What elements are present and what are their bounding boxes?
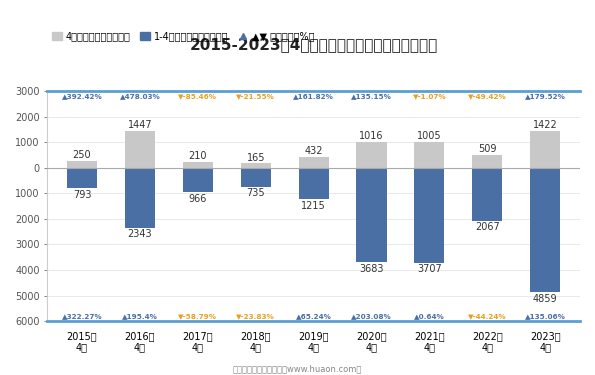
Text: ▲478.03%: ▲478.03% — [120, 93, 160, 99]
Text: ▲179.52%: ▲179.52% — [525, 93, 566, 99]
Text: ▲322.27%: ▲322.27% — [62, 313, 102, 319]
Text: ▼-58.79%: ▼-58.79% — [178, 313, 217, 319]
Text: ▲161.82%: ▲161.82% — [293, 93, 334, 99]
Title: 2015-2023年4月郑州商品交易所棉花期货成交量: 2015-2023年4月郑州商品交易所棉花期货成交量 — [189, 38, 438, 52]
Text: ▲65.24%: ▲65.24% — [296, 313, 331, 319]
Text: 1422: 1422 — [533, 120, 558, 130]
Text: 1005: 1005 — [417, 131, 441, 141]
Bar — [125, 131, 155, 168]
Text: 2067: 2067 — [475, 222, 500, 232]
Bar — [299, 157, 328, 168]
Bar — [240, 164, 271, 168]
Text: ▼-85.46%: ▼-85.46% — [178, 93, 217, 99]
Text: 1016: 1016 — [359, 131, 384, 141]
Text: ▼-1.07%: ▼-1.07% — [412, 93, 446, 99]
Text: ▼-49.42%: ▼-49.42% — [468, 93, 507, 99]
Legend: 4月期货成交量（万手）, 1-4月期货成交量（万手）, ▲▼ 同比增长（%）: 4月期货成交量（万手）, 1-4月期货成交量（万手）, ▲▼ 同比增长（%） — [52, 32, 314, 41]
Text: 250: 250 — [73, 150, 91, 160]
Bar — [67, 161, 97, 168]
Text: 509: 509 — [478, 144, 497, 154]
Bar — [414, 142, 444, 168]
Bar — [530, 131, 560, 168]
Text: 3707: 3707 — [417, 264, 442, 274]
Text: 210: 210 — [189, 152, 207, 162]
Bar — [414, 168, 444, 262]
Bar — [356, 142, 387, 168]
Bar — [67, 168, 97, 188]
Bar — [356, 168, 387, 262]
Text: 3683: 3683 — [359, 264, 384, 274]
Text: ▼-21.55%: ▼-21.55% — [236, 93, 275, 99]
Text: 4859: 4859 — [533, 294, 558, 304]
Bar — [530, 168, 560, 292]
Text: ▲135.06%: ▲135.06% — [525, 313, 566, 319]
Text: ▲203.08%: ▲203.08% — [351, 313, 392, 319]
Bar — [183, 168, 213, 192]
Text: ▲135.15%: ▲135.15% — [351, 93, 392, 99]
Bar — [125, 168, 155, 228]
Text: 1447: 1447 — [127, 120, 152, 130]
Text: ▲195.4%: ▲195.4% — [122, 313, 158, 319]
Text: 432: 432 — [305, 146, 323, 156]
Text: 2343: 2343 — [127, 230, 152, 239]
Bar — [299, 168, 328, 199]
Bar — [472, 155, 502, 168]
Text: ▼-44.24%: ▼-44.24% — [468, 313, 507, 319]
Text: ▼-23.83%: ▼-23.83% — [236, 313, 275, 319]
Bar — [472, 168, 502, 220]
Text: 735: 735 — [246, 188, 265, 198]
Bar — [240, 168, 271, 186]
Text: ▲392.42%: ▲392.42% — [62, 93, 102, 99]
Text: ▲0.64%: ▲0.64% — [414, 313, 445, 319]
Bar — [183, 162, 213, 168]
Text: 793: 793 — [73, 190, 91, 200]
Text: 966: 966 — [189, 194, 207, 204]
Text: 制图：华经产业研究院（www.huaon.com）: 制图：华经产业研究院（www.huaon.com） — [233, 364, 362, 373]
Text: 1215: 1215 — [301, 201, 326, 211]
Text: 165: 165 — [246, 153, 265, 163]
